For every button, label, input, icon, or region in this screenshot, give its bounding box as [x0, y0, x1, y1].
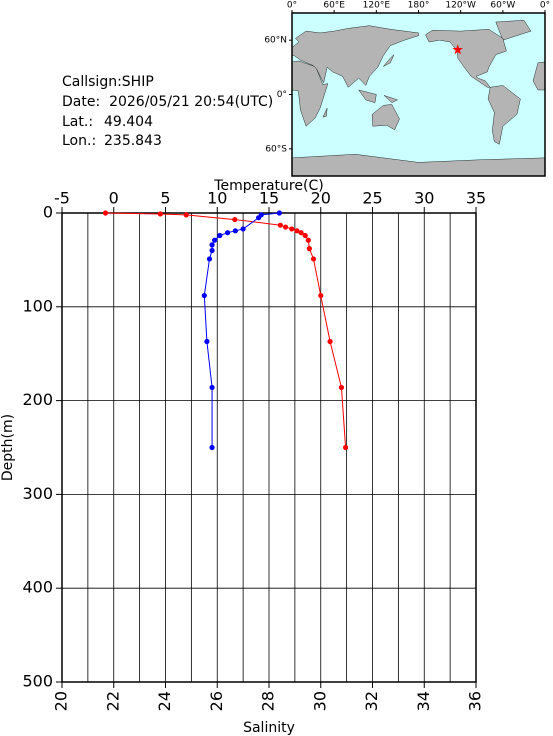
- profile-point: [342, 444, 349, 451]
- profile-point: [338, 384, 345, 391]
- x2-tick-label: 35: [466, 189, 486, 208]
- map-y-tick-label: 0°: [277, 90, 287, 100]
- map-y-tick-label: 60°S: [265, 144, 287, 154]
- y-tick-label: 300: [22, 484, 53, 503]
- land: [487, 85, 521, 145]
- x2-tick-label: 15: [259, 189, 279, 208]
- profile-point: [294, 228, 300, 234]
- x-tick-label: 20: [52, 691, 71, 711]
- lat-value: 49.404: [104, 114, 153, 130]
- profile-point: [289, 226, 295, 232]
- lon-value: 235.843: [104, 133, 162, 149]
- profile-point: [327, 338, 333, 345]
- x2-tick-label: 20: [311, 189, 331, 208]
- profile-point: [282, 224, 289, 230]
- profile-point: [209, 247, 215, 254]
- x-tick-label: 22: [103, 691, 122, 711]
- map-y-tick-label: 60°N: [264, 36, 287, 46]
- land: [383, 54, 395, 67]
- x2-tick-label: 0: [109, 189, 119, 208]
- y-tick-label: 0: [43, 203, 53, 222]
- callsign: Callsign:SHIP: [62, 74, 154, 90]
- profile-point: [240, 226, 246, 232]
- profile-point: [232, 228, 238, 234]
- profile-point: [256, 215, 262, 221]
- y-tick-label: 500: [22, 672, 53, 691]
- y-tick-label: 400: [22, 578, 53, 597]
- map-x-tick-label: 180°: [408, 1, 430, 11]
- x-tick-label: 34: [414, 691, 433, 711]
- x2-tick-label: 10: [207, 189, 227, 208]
- profile-point: [310, 256, 317, 262]
- x-tick-label: 30: [310, 691, 329, 711]
- y-axis-title: Depth(m): [0, 414, 16, 481]
- y-tick-label: 100: [22, 296, 53, 315]
- map-x-tick-label: 120°E: [363, 1, 391, 11]
- profile-point: [209, 242, 215, 248]
- profile-point: [305, 237, 311, 243]
- y-tick-label: 200: [22, 390, 53, 409]
- profile-point: [232, 216, 238, 223]
- x2-tick-label: -5: [54, 189, 70, 208]
- land: [425, 29, 507, 88]
- profile-point: [217, 232, 223, 239]
- profile-point: [302, 232, 308, 239]
- lon-label: Lon.:: [62, 133, 96, 149]
- x-axis-title: Salinity: [243, 720, 295, 736]
- map-x-tick-label: 120°W: [445, 1, 476, 11]
- map-x-tick-label: 60°W: [490, 1, 515, 11]
- profile-point: [276, 210, 282, 216]
- profile-point: [206, 256, 213, 262]
- land: [383, 95, 398, 103]
- land: [371, 104, 400, 131]
- map-x-tick-label: 0°: [540, 1, 550, 11]
- profile-point: [157, 211, 163, 217]
- profile-point: [201, 292, 207, 299]
- profile-point: [212, 237, 218, 243]
- map-x-tick-label: 0°: [287, 1, 297, 11]
- x-tick-label: 28: [259, 691, 278, 711]
- land: [495, 20, 532, 41]
- station-marker: [452, 44, 463, 55]
- profile-point: [204, 338, 210, 345]
- profile-point: [225, 230, 231, 236]
- profile-point: [318, 292, 324, 299]
- land: [291, 25, 419, 88]
- profile-point: [306, 246, 312, 252]
- x-tick-label: 36: [466, 691, 485, 711]
- land: [322, 107, 328, 118]
- profile-point: [183, 212, 189, 218]
- x2-tick-label: 5: [160, 189, 170, 208]
- land: [358, 89, 377, 103]
- profile-point: [298, 230, 304, 236]
- x2-tick-label: 25: [362, 189, 382, 208]
- profile-point: [209, 444, 215, 451]
- profile-point: [102, 210, 109, 216]
- x-tick-label: 26: [207, 691, 226, 711]
- profile-point: [277, 222, 283, 228]
- lat-label: Lat.:: [62, 114, 93, 130]
- profile-point: [209, 384, 215, 391]
- plot-frame: [61, 212, 477, 683]
- land: [291, 60, 329, 127]
- map-x-tick-label: 60°E: [323, 1, 345, 11]
- x-tick-label: 32: [362, 691, 381, 711]
- date: Date: 2026/05/21 20:54(UTC): [62, 94, 273, 110]
- map: 0° 60°E 120°E 180° 120°W 60°W 0° 60°N 0° 60°S: [264, 1, 550, 177]
- x2-tick-label: 30: [414, 189, 434, 208]
- x-tick-label: 24: [155, 691, 174, 711]
- x2-axis-title: Temperature(C): [213, 178, 323, 194]
